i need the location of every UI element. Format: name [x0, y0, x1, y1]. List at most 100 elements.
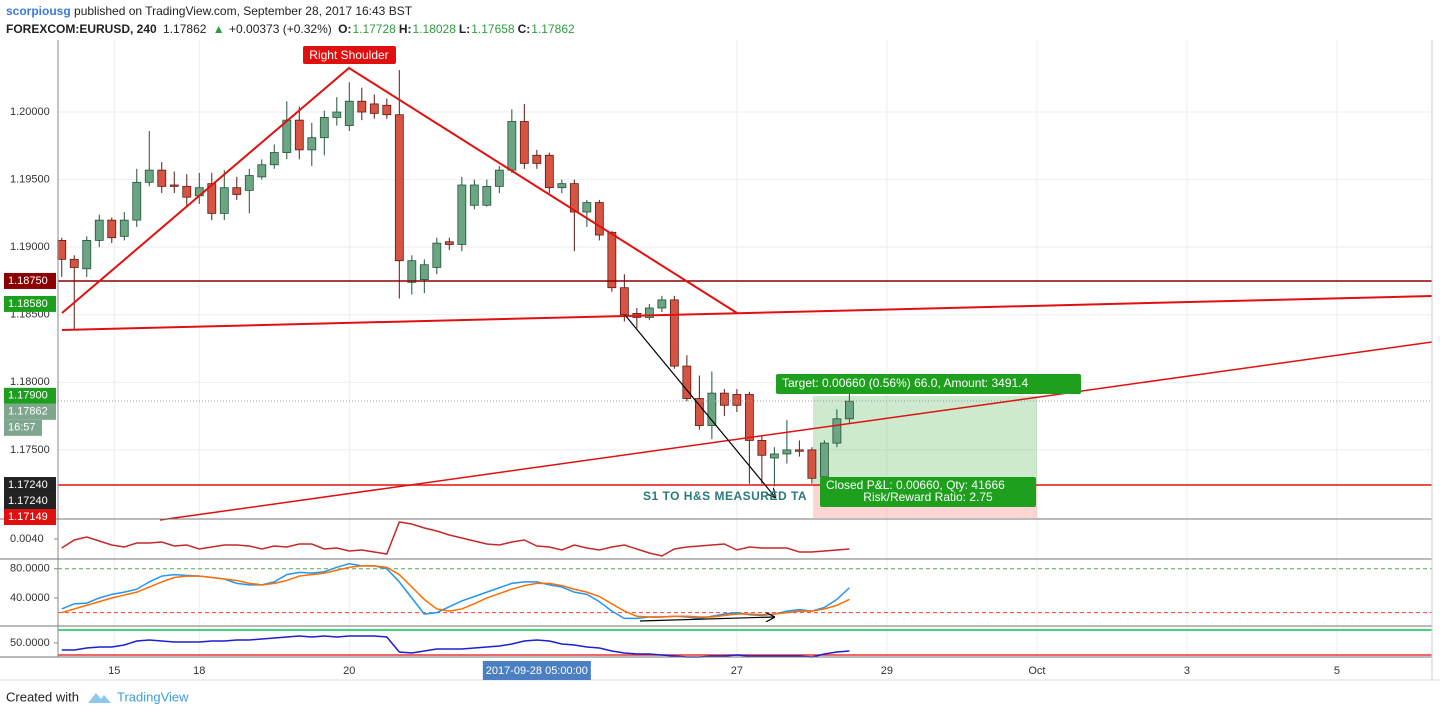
price-label-box [4, 387, 56, 404]
target-label: Target: 0.00660 (0.56%) 66.0, Amount: 34… [782, 376, 1028, 390]
axis-labels: 15 18 20 27 29 Oct 3 5 2017-09-28 05:00:00 1.2000… [4, 106, 1340, 680]
candle-body [407, 260, 417, 283]
ohlc-label: L: [458, 22, 471, 36]
candle-body [357, 100, 367, 113]
candle-body [269, 152, 279, 166]
candle-body [57, 240, 67, 260]
candle-body [682, 365, 692, 399]
arrow [639, 617, 774, 621]
indicator-line [61, 565, 850, 618]
footer: Created with TradingView [6, 689, 189, 704]
x-tick-label: 18 [193, 665, 205, 677]
candle-body [132, 181, 142, 221]
x-tick-label: 3 [1184, 665, 1190, 677]
price-label-box [4, 509, 56, 526]
ohlc-label: H: [398, 22, 412, 36]
candle-body [594, 202, 604, 236]
candle-body [144, 169, 154, 183]
candle-body [294, 119, 304, 151]
marks [57, 70, 1432, 658]
candle-body [457, 184, 467, 245]
price-label: 1.18750 [8, 275, 48, 287]
candle-body [244, 175, 254, 191]
candle-body [819, 442, 829, 478]
x-tick-label: 15 [108, 665, 120, 677]
shoulder-label-box [303, 46, 396, 64]
price-label: 1.17149 [8, 511, 48, 523]
background [0, 40, 1440, 657]
candle-body [157, 169, 167, 187]
target-box [776, 374, 1081, 394]
indicator-line [61, 521, 850, 557]
candle-body [557, 183, 567, 189]
x-tick-label: Oct [1028, 665, 1045, 677]
change: +0.00373 (+0.32%) [229, 22, 332, 36]
candle-body [432, 242, 442, 268]
candle-body [657, 299, 667, 309]
ohlc-label: O: [338, 22, 352, 36]
candle-body [307, 137, 317, 151]
candle-body [807, 449, 817, 479]
x-tick-label: 20 [343, 665, 355, 677]
candle-body [82, 240, 92, 270]
measured-label: S1 TO H&S MEASURED TA [643, 489, 807, 503]
head-shoulders-line [61, 66, 738, 314]
grid [54, 40, 1432, 657]
neckline [61, 295, 1433, 331]
countdown: 16:57 [8, 422, 36, 434]
candle-body [569, 183, 579, 213]
candle-body [382, 104, 392, 116]
candle-body [744, 394, 754, 441]
y-tick-label: 1.19000 [10, 241, 50, 253]
ohlc-value: 1.18028 [412, 22, 456, 36]
price-label: 1.17240 [8, 495, 48, 507]
drawings: Right Shoulder S1 TO H&S MEASURED TA Tar… [61, 46, 1433, 621]
header-line-2: FOREXCOM:EURUSD, 240 1.17862 ▲ +0.00373 … [6, 22, 578, 36]
candle-body [394, 114, 404, 262]
candle-body [832, 418, 842, 444]
price-label: 1.17862 [8, 406, 48, 418]
price-label-box [4, 272, 56, 289]
price-label: 1.17900 [8, 390, 48, 402]
candle-body [94, 219, 104, 241]
candle-body [119, 219, 129, 237]
candle-body [482, 185, 492, 206]
candle-body [769, 453, 779, 459]
candle-body [282, 119, 292, 153]
arrow [624, 314, 775, 497]
countdown-box [4, 419, 42, 436]
change-arrow: ▲ [212, 22, 225, 36]
candle-body [232, 187, 242, 195]
author[interactable]: scorpiousg [6, 4, 71, 18]
indicator-line [61, 635, 850, 658]
candle-body [169, 184, 179, 187]
ohlc-value: 1.17862 [531, 22, 575, 36]
price-label: 1.18580 [8, 298, 48, 310]
crosshair-label: 2017-09-28 05:00:00 [486, 665, 588, 677]
candle-body [707, 392, 717, 426]
pnl-box [820, 477, 1036, 507]
price-label-box [4, 477, 56, 494]
candle-body [219, 187, 229, 214]
candle-body [257, 164, 267, 178]
candle-body [507, 121, 517, 171]
ohlc-label: C: [517, 22, 531, 36]
crosshair-box [482, 661, 591, 680]
candle-body [332, 111, 342, 118]
price-label: 1.17240 [8, 479, 48, 491]
rr-label: Risk/Reward Ratio: 2.75 [863, 490, 993, 504]
price-label-box [4, 493, 56, 510]
candle-body [519, 121, 529, 164]
trend-line [159, 341, 1433, 521]
candle-body [582, 202, 592, 213]
header-line-1: scorpiousg published on TradingView.com,… [6, 4, 415, 18]
candle-body [469, 184, 479, 206]
candle-body [694, 398, 704, 426]
candle-body [782, 449, 792, 455]
y-tick-label: 50.0000 [10, 637, 50, 649]
footer-brand[interactable]: TradingView [117, 689, 189, 704]
candle-body [732, 394, 742, 406]
candle-body [494, 169, 504, 187]
